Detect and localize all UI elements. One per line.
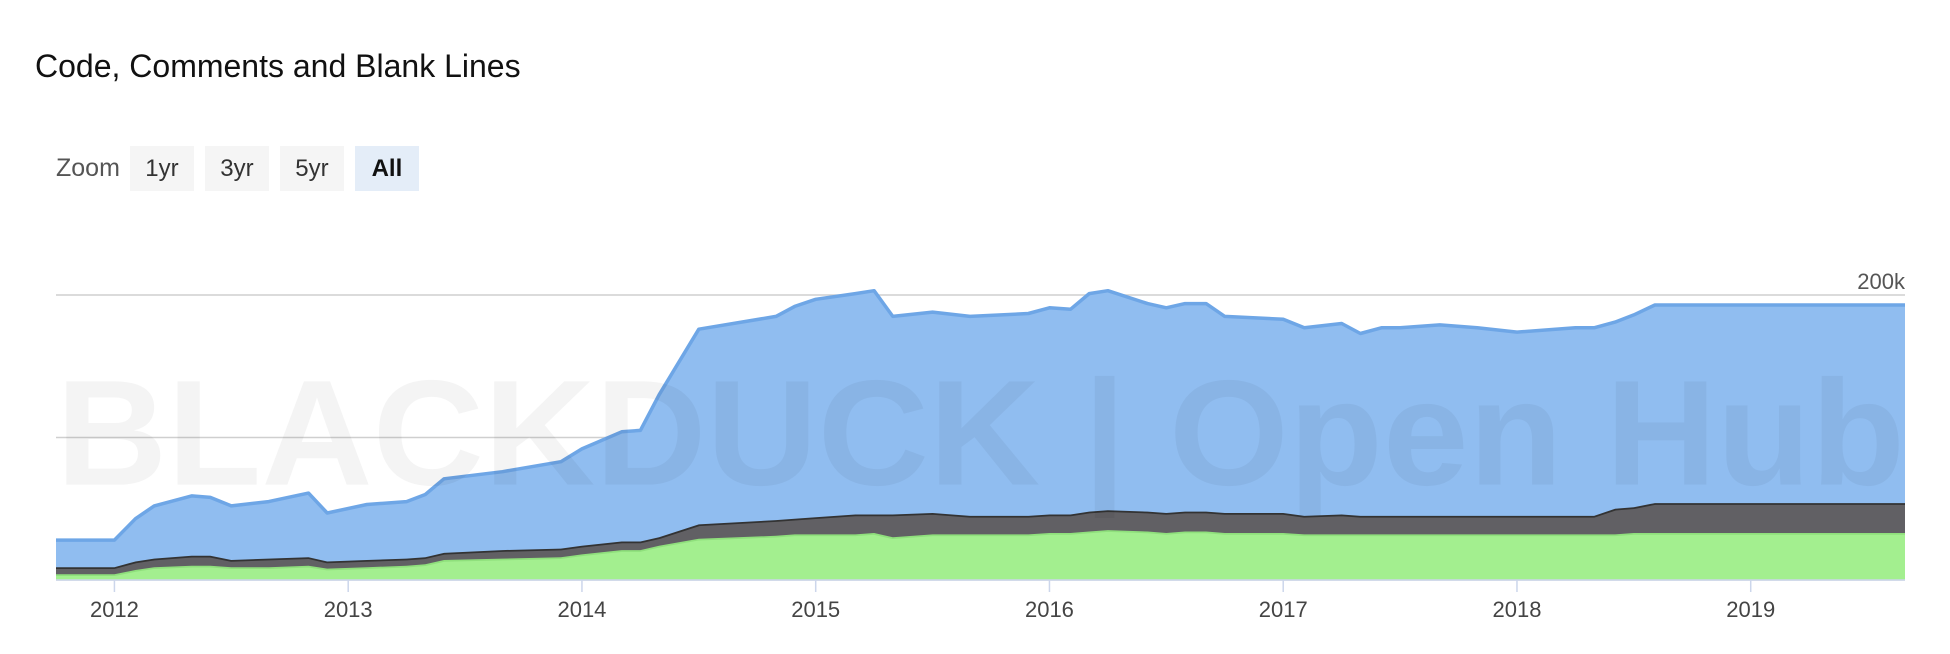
zoom-bar: Zoom 1yr 3yr 5yr All <box>56 146 430 191</box>
x-tick-label: 2018 <box>1492 597 1541 622</box>
zoom-button[interactable]: 5yr <box>279 146 344 191</box>
area <box>56 503 1905 575</box>
zoom-label: Zoom <box>56 154 120 182</box>
x-tick-label: 2019 <box>1726 597 1775 622</box>
y-tick-label: 200k <box>1857 269 1906 294</box>
x-tick-label: 2014 <box>557 597 606 622</box>
area <box>56 530 1905 580</box>
x-tick-label: 2012 <box>90 597 139 622</box>
area <box>56 290 1905 568</box>
zoom-button[interactable]: 1yr <box>129 146 194 191</box>
x-tick-label: 2013 <box>324 597 373 622</box>
zoom-button[interactable]: 3yr <box>204 146 269 191</box>
area-line <box>56 288 1905 542</box>
watermark: BLACKDUCK | Open Hub <box>56 349 1905 519</box>
zoom-button[interactable]: All <box>354 146 419 191</box>
x-tick-label: 2017 <box>1259 597 1308 622</box>
chart-title: Code, Comments and Blank Lines <box>35 48 521 84</box>
x-tick-label: 2015 <box>791 597 840 622</box>
x-tick-label: 2016 <box>1025 597 1074 622</box>
